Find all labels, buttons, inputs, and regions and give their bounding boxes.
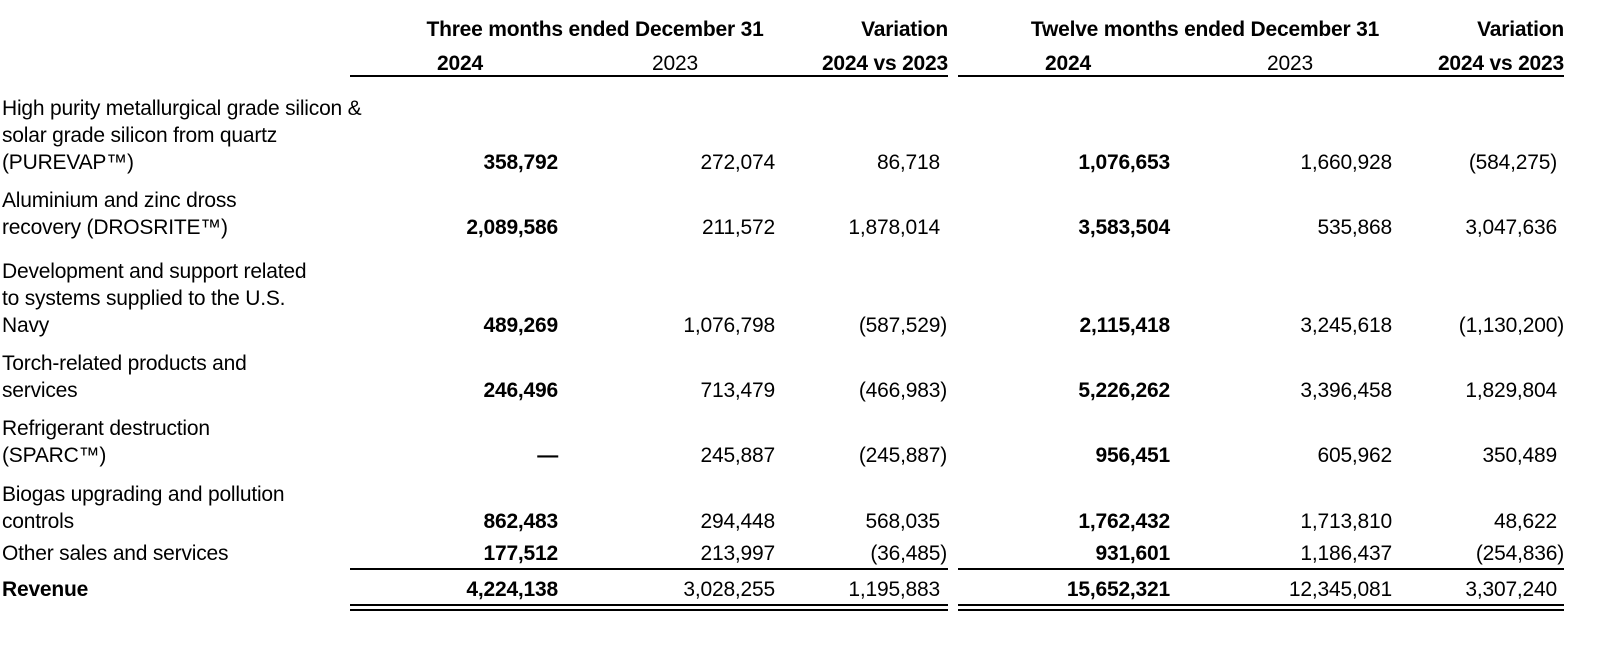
cell-us-navy-q2024: 489,269 xyxy=(483,314,558,337)
cell-drosrite-q2024: 2,089,586 xyxy=(466,216,558,239)
three-months-header: Three months ended December 31 xyxy=(426,18,764,41)
row-label-us-navy: Development and support related to syste… xyxy=(2,260,307,337)
cell-drosrite-yvar: 3,047,636 xyxy=(1465,216,1557,239)
cell-us-navy-y2024: 2,115,418 xyxy=(1079,314,1171,337)
cell-torch-y2023: 3,396,458 xyxy=(1300,379,1392,402)
row-label-torch: Torch-related products and services xyxy=(2,352,247,402)
cell-other-qvar: (36,485) xyxy=(870,542,947,565)
cell-sparc-qvar: (245,887) xyxy=(858,444,947,467)
col-y2024-header: 2024 xyxy=(1045,52,1091,75)
cell-revenue-q2023: 3,028,255 xyxy=(683,578,775,601)
total-double-rule-top-three-months xyxy=(350,604,948,606)
cell-biogas-y2024: 1,762,432 xyxy=(1078,510,1170,533)
cell-us-navy-y2023: 3,245,618 xyxy=(1300,314,1392,337)
cell-revenue-yvar: 3,307,240 xyxy=(1465,578,1557,601)
col-q2023-header: 2023 xyxy=(652,52,698,75)
cell-torch-q2023: 713,479 xyxy=(700,379,775,402)
cell-purevap-yvar: (584,275) xyxy=(1468,151,1557,174)
cell-other-q2023: 213,997 xyxy=(700,542,775,565)
cell-other-y2023: 1,186,437 xyxy=(1300,542,1392,565)
col-yvar-header: 2024 vs 2023 xyxy=(1437,52,1564,75)
col-y2023-header: 2023 xyxy=(1267,52,1313,75)
col-q2024-header: 2024 xyxy=(437,52,483,75)
row-label-sparc: Refrigerant destruction (SPARC™) xyxy=(2,417,210,467)
cell-torch-qvar: (466,983) xyxy=(858,379,947,402)
cell-revenue-y2023: 12,345,081 xyxy=(1288,578,1392,601)
variation-header-three-months: Variation xyxy=(861,18,948,41)
row-label-drosrite: Aluminium and zinc dross recovery (DROSR… xyxy=(2,189,237,239)
cell-purevap-q2023: 272,074 xyxy=(700,151,775,174)
total-double-rule-top-twelve-months xyxy=(958,604,1564,606)
cell-torch-yvar: 1,829,804 xyxy=(1465,379,1557,402)
cell-drosrite-q2023: 211,572 xyxy=(702,216,775,239)
cell-sparc-q2023: 245,887 xyxy=(700,444,775,467)
row-label-biogas: Biogas upgrading and pollution controls xyxy=(2,483,285,533)
header-rule-three-months xyxy=(350,75,948,77)
cell-other-q2024: 177,512 xyxy=(483,542,558,565)
cell-sparc-q2024: — xyxy=(537,444,558,467)
total-double-rule-bottom-twelve-months xyxy=(958,609,1564,611)
cell-biogas-q2024: 862,483 xyxy=(483,510,558,533)
cell-revenue-y2024: 15,652,321 xyxy=(1066,578,1170,601)
cell-purevap-y2024: 1,076,653 xyxy=(1078,151,1170,174)
cell-revenue-q2024: 4,224,138 xyxy=(466,578,558,601)
subtotal-rule-three-months xyxy=(350,568,948,570)
cell-drosrite-qvar: 1,878,014 xyxy=(848,216,940,239)
cell-sparc-y2024: 956,451 xyxy=(1095,444,1170,467)
cell-revenue-qvar: 1,195,883 xyxy=(848,578,940,601)
total-double-rule-bottom-three-months xyxy=(350,609,948,611)
cell-drosrite-y2023: 535,868 xyxy=(1317,216,1392,239)
cell-sparc-y2023: 605,962 xyxy=(1317,444,1392,467)
variation-header-twelve-months: Variation xyxy=(1477,18,1564,41)
row-label-revenue: Revenue xyxy=(2,578,89,601)
header-rule-twelve-months xyxy=(958,75,1564,77)
cell-biogas-yvar: 48,622 xyxy=(1493,510,1557,533)
cell-purevap-y2023: 1,660,928 xyxy=(1300,151,1392,174)
cell-biogas-q2023: 294,448 xyxy=(700,510,775,533)
cell-drosrite-y2024: 3,583,504 xyxy=(1078,216,1170,239)
cell-torch-q2024: 246,496 xyxy=(483,379,558,402)
cell-biogas-y2023: 1,713,810 xyxy=(1300,510,1392,533)
cell-us-navy-q2023: 1,076,798 xyxy=(683,314,775,337)
cell-sparc-yvar: 350,489 xyxy=(1482,444,1557,467)
subtotal-rule-twelve-months xyxy=(958,568,1564,570)
cell-other-y2024: 931,601 xyxy=(1095,542,1170,565)
cell-purevap-q2024: 358,792 xyxy=(483,151,558,174)
col-qvar-header: 2024 vs 2023 xyxy=(821,52,948,75)
cell-torch-y2024: 5,226,262 xyxy=(1078,379,1170,402)
row-label-purevap: High purity metallurgical grade silicon … xyxy=(2,97,362,174)
cell-us-navy-yvar: (1,130,200) xyxy=(1458,314,1564,337)
twelve-months-header: Twelve months ended December 31 xyxy=(1030,18,1380,41)
cell-biogas-qvar: 568,035 xyxy=(865,510,940,533)
cell-us-navy-qvar: (587,529) xyxy=(858,314,947,337)
cell-purevap-qvar: 86,718 xyxy=(876,151,940,174)
cell-other-yvar: (254,836) xyxy=(1475,542,1564,565)
row-label-other-sales: Other sales and services xyxy=(2,542,229,565)
